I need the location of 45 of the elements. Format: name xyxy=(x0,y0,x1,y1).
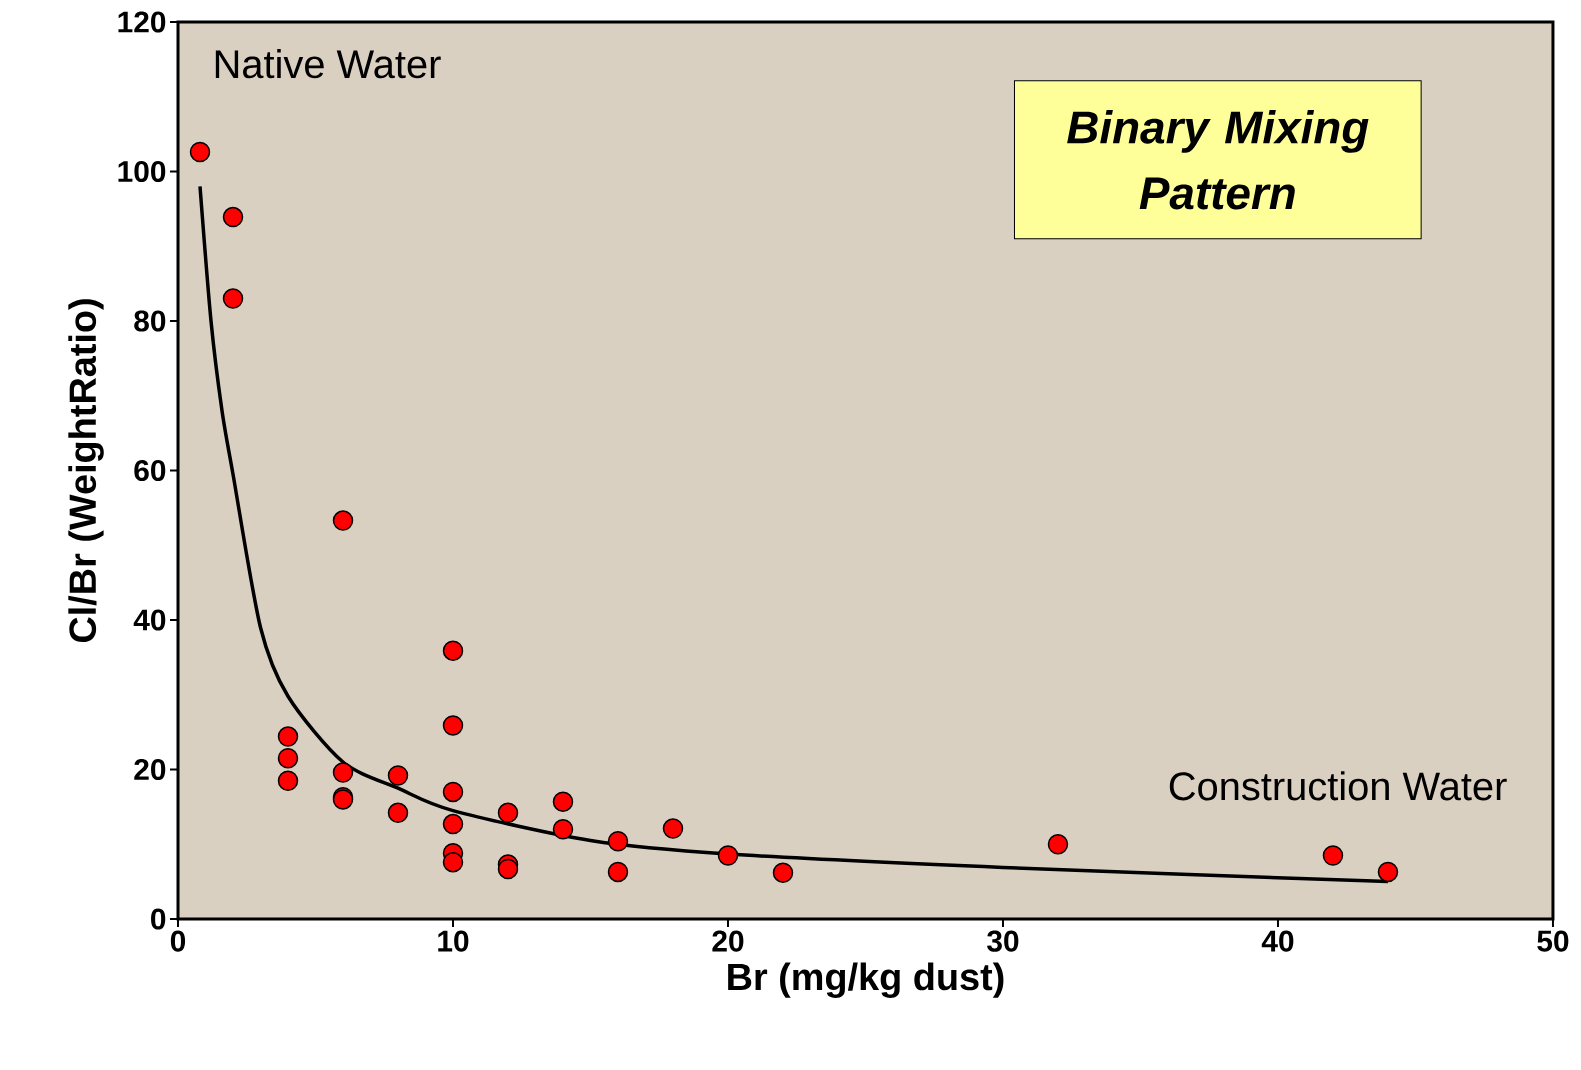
point xyxy=(662,818,684,839)
x-tick-label: 50 xyxy=(1537,930,1569,952)
point xyxy=(607,861,629,883)
point xyxy=(717,845,739,866)
point xyxy=(1047,834,1069,855)
y-tick-label: 120 xyxy=(118,11,166,33)
point xyxy=(277,770,299,791)
point xyxy=(442,851,464,873)
point xyxy=(552,819,574,840)
text: Binary Mixing Pattern xyxy=(1067,110,1369,210)
point xyxy=(1322,845,1344,866)
point xyxy=(497,858,519,880)
y-tick-label: 20 xyxy=(134,758,166,781)
point xyxy=(607,831,629,852)
x-tick-label: 0 xyxy=(170,930,186,952)
annotation: Construction Water xyxy=(1169,771,1507,801)
x-tick-label: 10 xyxy=(438,930,469,952)
point xyxy=(552,791,574,812)
y-axis-title: Cl/Br (WeightRatio) xyxy=(68,299,104,643)
y-tick-label: 60 xyxy=(134,459,166,482)
point xyxy=(442,715,464,736)
x-axis-title: Br (mg/kg dust) xyxy=(728,962,1004,999)
point xyxy=(442,640,464,661)
point xyxy=(772,862,794,883)
point xyxy=(277,726,299,747)
y-tick-label: 40 xyxy=(133,609,166,631)
y-tick-label: 80 xyxy=(134,310,166,332)
point xyxy=(497,802,519,824)
point xyxy=(189,141,211,163)
x-tick-label: 40 xyxy=(1261,930,1294,952)
point xyxy=(387,802,409,824)
point xyxy=(442,781,464,803)
x-tick-label: 30 xyxy=(987,930,1019,952)
point xyxy=(222,288,244,309)
point xyxy=(277,748,299,769)
point xyxy=(1377,861,1399,883)
x-tick-label: 20 xyxy=(712,930,744,952)
point xyxy=(442,813,464,835)
y-tick-label: 0 xyxy=(151,908,166,930)
annotation: Native Water xyxy=(215,49,441,79)
point xyxy=(222,206,244,228)
point xyxy=(332,510,354,531)
point xyxy=(387,765,409,786)
y-tick-label: 100 xyxy=(118,160,166,183)
point xyxy=(332,762,354,783)
